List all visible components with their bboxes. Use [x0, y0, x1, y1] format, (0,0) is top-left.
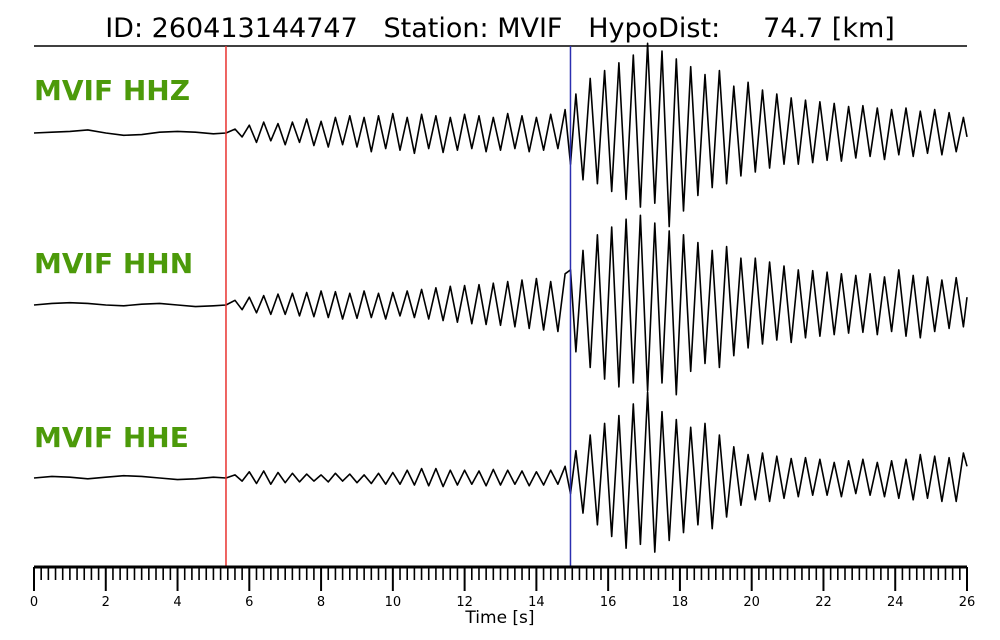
channel-label-mvif-hhe: MVIF HHE	[34, 421, 189, 454]
channel-labels-group: MVIF HHZ MVIF HHN MVIF HHE	[34, 74, 193, 454]
tick-label: 16	[600, 595, 617, 610]
tick-label: 14	[528, 595, 545, 610]
tick-label: 20	[743, 595, 760, 610]
channel-label-mvif-hhn: MVIF HHN	[34, 247, 193, 280]
tick-label: 4	[173, 595, 181, 610]
trace-mvif-hhz	[33, 42, 968, 228]
channel-label-mvif-hhz: MVIF HHZ	[34, 74, 190, 107]
tick-label: 22	[815, 595, 832, 610]
time-axis: 0 2 4 6 8 10 12 14 16 18 20 22 24 26	[30, 565, 976, 610]
tick-label: 12	[456, 595, 473, 610]
trace-mvif-hhn	[33, 214, 968, 396]
chart-title: ID: 260413144747 Station: MVIF HypoDist:…	[105, 13, 895, 44]
traces-group	[33, 42, 968, 553]
tick-label: 18	[672, 595, 689, 610]
trace-mvif-hhe	[33, 391, 968, 553]
tick-label: 24	[887, 595, 904, 610]
tick-label: 6	[245, 595, 253, 610]
tick-label: 8	[317, 595, 325, 610]
tick-label: 10	[385, 595, 402, 610]
tick-label: 0	[30, 595, 38, 610]
x-axis-label: Time [s]	[464, 608, 534, 628]
tick-label: 2	[102, 595, 110, 610]
phase-picks-group	[225, 46, 572, 567]
tick-label: 26	[959, 595, 976, 610]
